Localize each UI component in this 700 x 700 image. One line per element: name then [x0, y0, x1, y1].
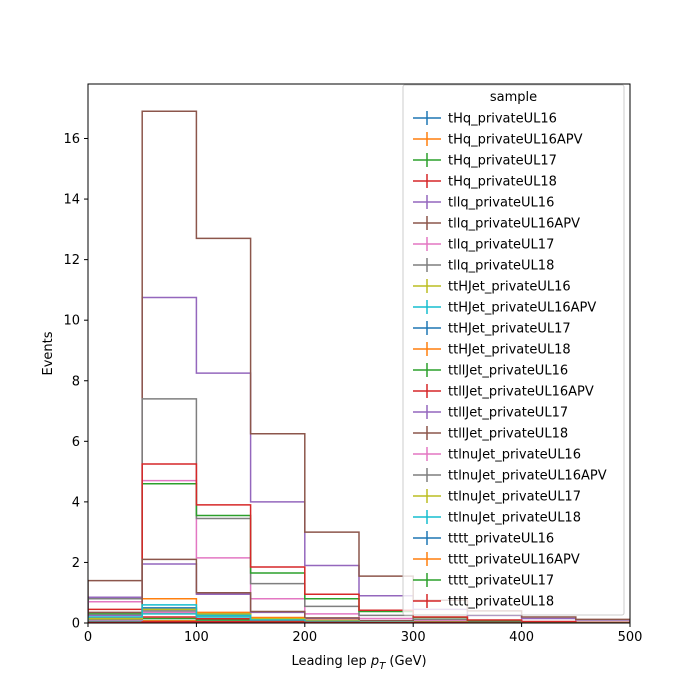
legend-label: ttHJet_privateUL16 [448, 280, 571, 295]
legend-item-tttt_privateUL18: tttt_privateUL18 [413, 594, 554, 610]
legend-item-tHq_privateUL17: tHq_privateUL17 [413, 153, 557, 169]
y-tick-label: 4 [72, 495, 80, 510]
legend-label: tllq_privateUL16 [448, 196, 554, 211]
legend-label: tttt_privateUL18 [448, 595, 554, 610]
legend-item-tllq_privateUL16APV: tllq_privateUL16APV [413, 216, 580, 232]
legend-label: ttlnuJet_privateUL16APV [448, 469, 607, 484]
x-axis-label: Leading lep pT (GeV) [291, 654, 426, 672]
legend-item-tttt_privateUL16: tttt_privateUL16 [413, 531, 554, 547]
series-line-ttllJet_privateUL16APV [88, 463, 630, 623]
x-tick-label: 0 [84, 630, 92, 645]
legend-label: tHq_privateUL18 [448, 175, 557, 190]
legend-item-ttllJet_privateUL16APV: ttllJet_privateUL16APV [413, 384, 594, 400]
legend-label: ttllJet_privateUL16 [448, 364, 568, 379]
legend-label: tllq_privateUL18 [448, 259, 554, 274]
legend-label: tttt_privateUL16 [448, 532, 554, 547]
x-tick-label: 100 [184, 630, 209, 645]
legend-item-ttHJet_privateUL16APV: ttHJet_privateUL16APV [413, 300, 596, 316]
legend-item-tllq_privateUL18: tllq_privateUL18 [413, 258, 554, 274]
legend-label: ttlnuJet_privateUL16 [448, 448, 581, 463]
x-tick-label: 500 [618, 630, 643, 645]
legend-label: ttHJet_privateUL17 [448, 322, 571, 337]
legend-item-ttllJet_privateUL17: ttllJet_privateUL17 [413, 405, 568, 421]
legend-label: ttlnuJet_privateUL17 [448, 490, 581, 505]
legend-item-ttlnuJet_privateUL18: ttlnuJet_privateUL18 [413, 510, 581, 526]
y-axis-label: Events [41, 331, 56, 375]
legend-item-tllq_privateUL16: tllq_privateUL16 [413, 195, 554, 211]
y-tick-label: 10 [63, 314, 80, 329]
legend-item-ttllJet_privateUL16: ttllJet_privateUL16 [413, 363, 568, 379]
x-axis: 0 100 200 300 400 500 [84, 623, 643, 645]
x-tick-label: 200 [292, 630, 317, 645]
legend-item-tttt_privateUL17: tttt_privateUL17 [413, 573, 554, 589]
legend-label: ttllJet_privateUL18 [448, 427, 568, 442]
y-tick-label: 16 [63, 132, 80, 147]
legend-label: ttllJet_privateUL17 [448, 406, 568, 421]
axes-frame [87, 83, 631, 624]
series-line-tllq_privateUL16APV [88, 110, 630, 623]
legend-label: ttlnuJet_privateUL18 [448, 511, 581, 526]
legend-label: ttHJet_privateUL16APV [448, 301, 596, 316]
y-tick-label: 6 [72, 435, 80, 450]
legend-label: tllq_privateUL17 [448, 238, 554, 253]
legend-item-tHq_privateUL18: tHq_privateUL18 [413, 174, 557, 190]
legend-item-ttHJet_privateUL17: ttHJet_privateUL17 [413, 321, 571, 337]
legend-label: tHq_privateUL17 [448, 154, 557, 169]
x-tick-label: 300 [401, 630, 426, 645]
legend-label: tttt_privateUL17 [448, 574, 554, 589]
series-line-tllq_privateUL16 [88, 296, 630, 623]
legend-label: ttllJet_privateUL16APV [448, 385, 594, 400]
y-tick-label: 2 [72, 556, 80, 571]
y-tick-label: 8 [72, 374, 80, 389]
legend-item-tHq_privateUL16: tHq_privateUL16 [413, 111, 557, 127]
legend-label: tHq_privateUL16APV [448, 133, 583, 148]
y-axis: 0 2 4 6 8 10 12 14 16 [63, 132, 88, 632]
y-tick-label: 14 [63, 193, 80, 208]
legend-item-tllq_privateUL17: tllq_privateUL17 [413, 237, 554, 253]
legend-items: tHq_privateUL16 tHq_privateUL16APV tHq_pri… [413, 111, 607, 610]
y-tick-label: 12 [63, 253, 80, 268]
legend-item-ttlnuJet_privateUL16: ttlnuJet_privateUL16 [413, 447, 581, 463]
legend-box [402, 84, 625, 616]
legend-item-ttHJet_privateUL18: ttHJet_privateUL18 [413, 342, 571, 358]
legend-label: tllq_privateUL16APV [448, 217, 580, 232]
legend: sample tHq_privateUL16 tHq_privateUL16APV… [402, 84, 625, 616]
legend-title: sample [490, 90, 537, 105]
legend-item-ttllJet_privateUL18: ttllJet_privateUL18 [413, 426, 568, 442]
legend-label: tHq_privateUL16 [448, 112, 557, 127]
x-tick-label: 400 [509, 630, 534, 645]
legend-label: ttHJet_privateUL18 [448, 343, 571, 358]
legend-item-ttlnuJet_privateUL16APV: ttlnuJet_privateUL16APV [413, 468, 607, 484]
legend-label: tttt_privateUL16APV [448, 553, 580, 568]
series-line-tttt_privateUL18 [88, 621, 630, 623]
legend-item-ttlnuJet_privateUL17: ttlnuJet_privateUL17 [413, 489, 581, 505]
legend-item-ttHJet_privateUL16: ttHJet_privateUL16 [413, 279, 571, 295]
y-tick-label: 0 [72, 617, 80, 632]
legend-item-tttt_privateUL16APV: tttt_privateUL16APV [413, 552, 580, 568]
legend-item-tHq_privateUL16APV: tHq_privateUL16APV [413, 132, 583, 148]
